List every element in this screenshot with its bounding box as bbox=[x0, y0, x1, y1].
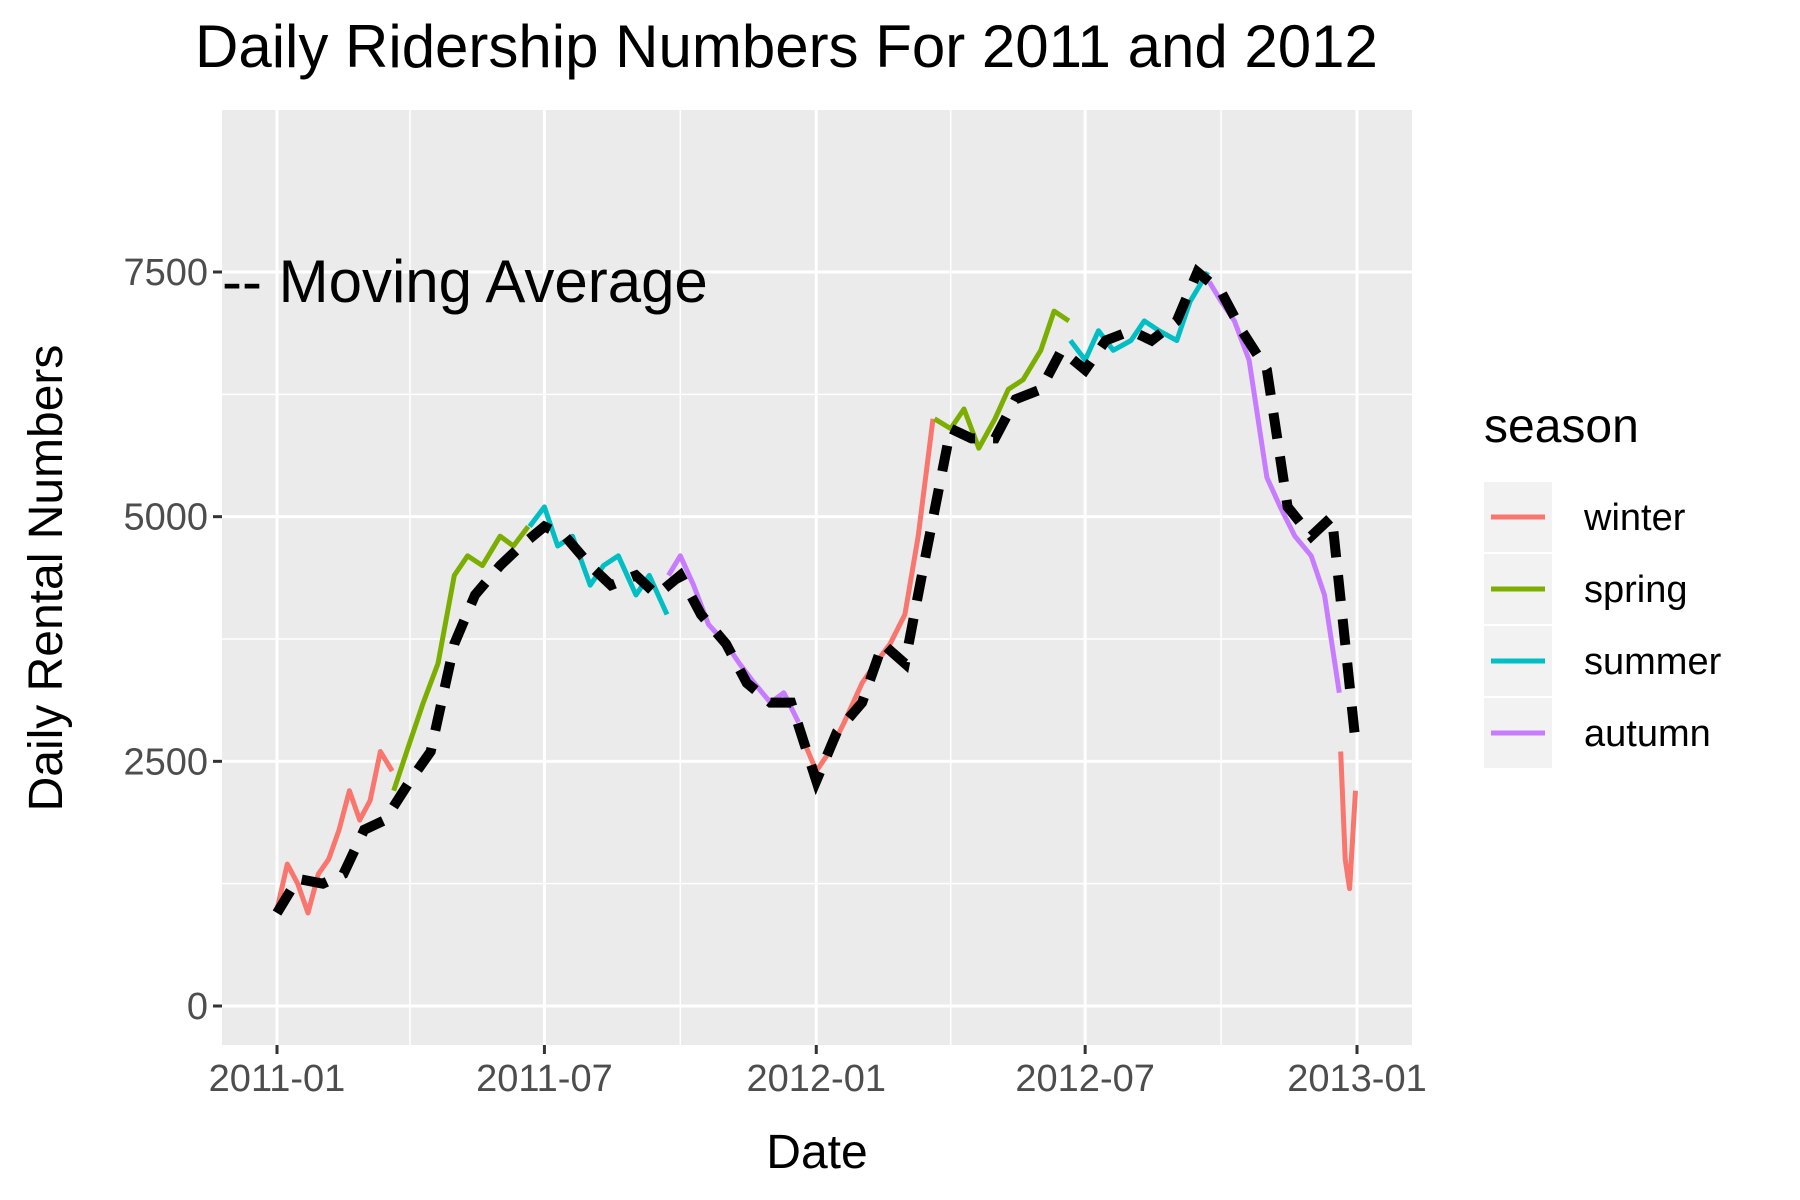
legend-title: season bbox=[1484, 400, 1639, 453]
moving-average-line bbox=[272, 263, 1361, 916]
legend-label-autumn: autumn bbox=[1584, 713, 1711, 755]
series-line-summer bbox=[1068, 270, 1210, 363]
moving-average-annotation: -- Moving Average bbox=[222, 248, 708, 315]
x-tick-label: 2011-01 bbox=[209, 1058, 346, 1100]
y-tick-label: 5000 bbox=[123, 497, 208, 539]
legend: season winter spring summer autumn bbox=[1484, 400, 1722, 768]
legend-entries: winter spring summer autumn bbox=[1484, 482, 1722, 768]
series-line-spring bbox=[933, 308, 1071, 451]
y-axis-title: Daily Rental Numbers bbox=[20, 345, 73, 812]
y-axis-ticks: 0 2500 5000 7500 bbox=[123, 252, 222, 1028]
legend-label-winter: winter bbox=[1583, 497, 1686, 539]
gridlines bbox=[222, 110, 1412, 1045]
legend-label-summer: summer bbox=[1584, 641, 1722, 683]
x-tick-label: 2013-01 bbox=[1287, 1058, 1426, 1100]
y-tick-label: 2500 bbox=[123, 741, 208, 783]
series-line-winter bbox=[1338, 751, 1358, 892]
chart-title: Daily Ridership Numbers For 2011 and 201… bbox=[195, 13, 1378, 80]
series-line-spring bbox=[391, 524, 531, 792]
x-axis-ticks: 2011-01 2011-07 2012-01 2012-07 2013-01 bbox=[209, 1045, 1427, 1100]
x-axis-title: Date bbox=[766, 1126, 867, 1179]
x-tick-label: 2012-07 bbox=[1015, 1058, 1154, 1100]
x-tick-label: 2011-07 bbox=[476, 1058, 613, 1100]
x-tick-label: 2012-01 bbox=[747, 1058, 886, 1100]
y-tick-label: 0 bbox=[187, 986, 208, 1028]
series-line-winter bbox=[274, 749, 395, 916]
y-tick-label: 7500 bbox=[123, 252, 208, 294]
legend-label-spring: spring bbox=[1584, 569, 1688, 611]
